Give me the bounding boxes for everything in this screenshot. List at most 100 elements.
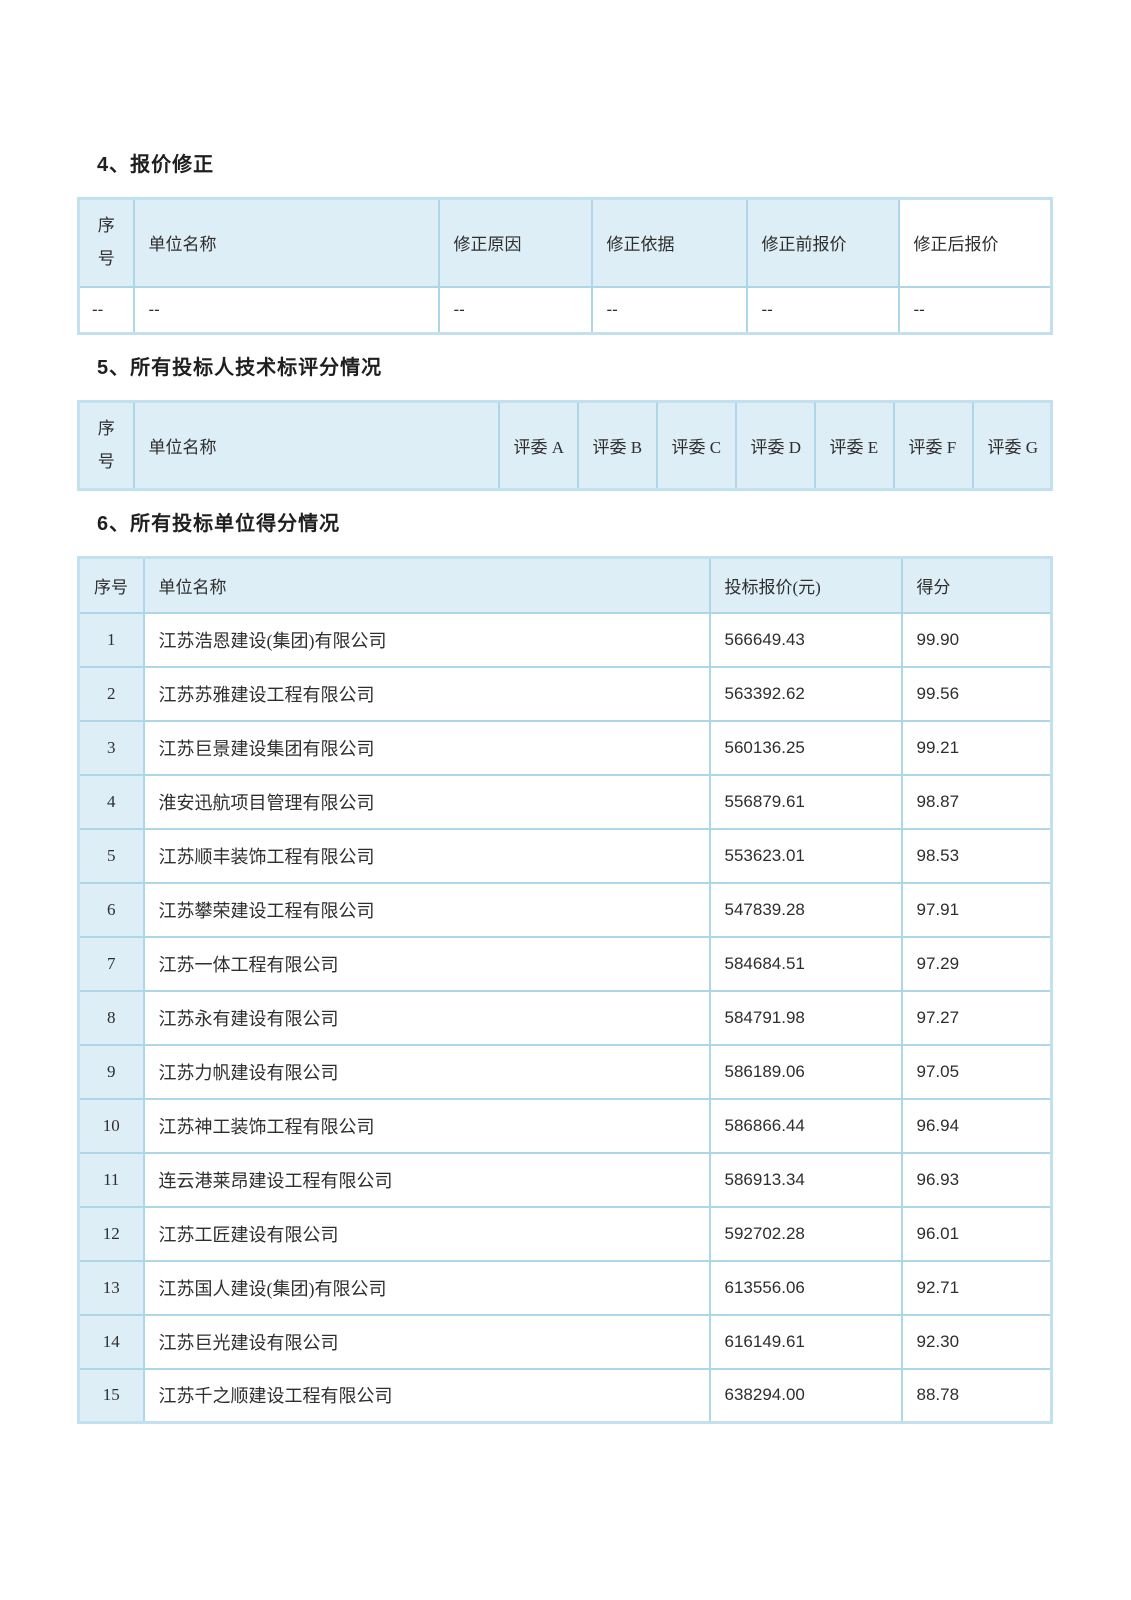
table-cell: 淮安迅航项目管理有限公司 (142, 773, 711, 830)
header-cell: 评委 B (576, 400, 658, 491)
header-cell: 得分 (900, 556, 1053, 614)
table-row: 13 江苏国人建设(集团)有限公司 613556.06 92.71 (77, 1259, 1053, 1316)
table-cell: 1 (77, 611, 145, 668)
section-title-price-correction: 4、报价修正 (97, 154, 215, 176)
table-row: 2 江苏苏雅建设工程有限公司 563392.62 99.56 (77, 665, 1053, 722)
table-cell: 江苏千之顺建设工程有限公司 (142, 1367, 711, 1424)
table-cell: -- (77, 285, 135, 335)
header-cell: 评委 A (497, 400, 579, 491)
table-cell: 江苏巨景建设集团有限公司 (142, 719, 711, 776)
header-cell: 修正原因 (437, 197, 593, 288)
table-cell: 江苏苏雅建设工程有限公司 (142, 665, 711, 722)
table-cell: -- (437, 285, 593, 335)
table-cell: 96.01 (900, 1205, 1053, 1262)
table-cell: 江苏工匠建设有限公司 (142, 1205, 711, 1262)
table-cell: 584791.98 (708, 989, 903, 1046)
table-row: 4 淮安迅航项目管理有限公司 556879.61 98.87 (77, 773, 1053, 830)
table-cell: 98.53 (900, 827, 1053, 884)
table-cell: 92.30 (900, 1313, 1053, 1370)
table-cell: -- (590, 285, 748, 335)
table-cell: 14 (77, 1313, 145, 1370)
table-row: 11 连云港莱昂建设工程有限公司 586913.34 96.93 (77, 1151, 1053, 1208)
table-cell: 586913.34 (708, 1151, 903, 1208)
table-cell: 4 (77, 773, 145, 830)
table-row: 12 江苏工匠建设有限公司 592702.28 96.01 (77, 1205, 1053, 1262)
table-row: 3 江苏巨景建设集团有限公司 560136.25 99.21 (77, 719, 1053, 776)
technical-score-table-container: 序号 单位名称 评委 A 评委 B 评委 C 评委 D 评委 E 评委 F 评委 G (77, 400, 1053, 491)
table-cell: 11 (77, 1151, 145, 1208)
header-cell: 修正依据 (590, 197, 748, 288)
table-cell: 江苏浩恩建设(集团)有限公司 (142, 611, 711, 668)
table-cell: 553623.01 (708, 827, 903, 884)
table-cell: 584684.51 (708, 935, 903, 992)
table-cell: 8 (77, 989, 145, 1046)
section-title-technical-scores: 5、所有投标人技术标评分情况 (97, 357, 383, 379)
header-cell: 单位名称 (142, 556, 711, 614)
table-cell: 99.90 (900, 611, 1053, 668)
table-cell: 99.56 (900, 665, 1053, 722)
price-correction-table-container: 序号 单位名称 修正原因 修正依据 修正前报价 修正后报价 -- -- -- -- -- -- (77, 197, 1053, 335)
header-row: 序号 单位名称 修正原因 修正依据 修正前报价 修正后报价 (77, 197, 1053, 288)
table-cell: 江苏攀荣建设工程有限公司 (142, 881, 711, 938)
table-cell: -- (897, 285, 1053, 335)
table-cell: 99.21 (900, 719, 1053, 776)
table-cell: 12 (77, 1205, 145, 1262)
bidder-score-table-container: 序号 单位名称 投标报价(元) 得分 1 江苏浩恩建设(集团)有限公司 566649.43 9… (77, 556, 1053, 1424)
table-cell: 96.93 (900, 1151, 1053, 1208)
table-row: 14 江苏巨光建设有限公司 616149.61 92.30 (77, 1313, 1053, 1370)
table-cell: 15 (77, 1367, 145, 1424)
table-cell: 3 (77, 719, 145, 776)
header-cell: 评委 E (813, 400, 895, 491)
table-cell: 638294.00 (708, 1367, 903, 1424)
table-cell: 566649.43 (708, 611, 903, 668)
table-cell: 7 (77, 935, 145, 992)
table-cell: 江苏力帆建设有限公司 (142, 1043, 711, 1100)
table-row: 7 江苏一体工程有限公司 584684.51 97.29 (77, 935, 1053, 992)
header-cell: 单位名称 (132, 197, 440, 288)
header-cell: 修正前报价 (745, 197, 900, 288)
header-cell: 序号 (77, 400, 135, 491)
table-cell: 10 (77, 1097, 145, 1154)
table-row: -- -- -- -- -- -- (77, 285, 1053, 335)
table-cell: 586866.44 (708, 1097, 903, 1154)
table-cell: 97.05 (900, 1043, 1053, 1100)
table-cell: 江苏一体工程有限公司 (142, 935, 711, 992)
header-cell: 评委 D (734, 400, 816, 491)
table-cell: 98.87 (900, 773, 1053, 830)
table-cell: 92.71 (900, 1259, 1053, 1316)
header-cell: 评委 F (892, 400, 974, 491)
table-cell: 560136.25 (708, 719, 903, 776)
header-cell: 投标报价(元) (708, 556, 903, 614)
table-row: 1 江苏浩恩建设(集团)有限公司 566649.43 99.90 (77, 611, 1053, 668)
table-cell: 97.91 (900, 881, 1053, 938)
table-cell: -- (132, 285, 440, 335)
table-row: 15 江苏千之顺建设工程有限公司 638294.00 88.78 (77, 1367, 1053, 1424)
header-cell: 序号 (77, 197, 135, 288)
table-cell: 616149.61 (708, 1313, 903, 1370)
table-cell: 97.29 (900, 935, 1053, 992)
header-cell: 序号 (77, 556, 145, 614)
price-correction-table: 序号 单位名称 修正原因 修正依据 修正前报价 修正后报价 -- -- -- -- -- -- (77, 197, 1053, 335)
technical-score-table: 序号 单位名称 评委 A 评委 B 评委 C 评委 D 评委 E 评委 F 评委 G (77, 400, 1053, 491)
table-row: 6 江苏攀荣建设工程有限公司 547839.28 97.91 (77, 881, 1053, 938)
table-cell: 613556.06 (708, 1259, 903, 1316)
table-cell: 2 (77, 665, 145, 722)
table-cell: 592702.28 (708, 1205, 903, 1262)
table-cell: 江苏国人建设(集团)有限公司 (142, 1259, 711, 1316)
table-cell: 547839.28 (708, 881, 903, 938)
table-cell: 连云港莱昂建设工程有限公司 (142, 1151, 711, 1208)
table-row: 10 江苏神工装饰工程有限公司 586866.44 96.94 (77, 1097, 1053, 1154)
table-cell: 江苏神工装饰工程有限公司 (142, 1097, 711, 1154)
table-row: 8 江苏永有建设有限公司 584791.98 97.27 (77, 989, 1053, 1046)
table-cell: 6 (77, 881, 145, 938)
table-cell: 5 (77, 827, 145, 884)
table-row: 9 江苏力帆建设有限公司 586189.06 97.05 (77, 1043, 1053, 1100)
table-row: 5 江苏顺丰装饰工程有限公司 553623.01 98.53 (77, 827, 1053, 884)
table-cell: 97.27 (900, 989, 1053, 1046)
table-cell: 96.94 (900, 1097, 1053, 1154)
table-cell: 563392.62 (708, 665, 903, 722)
table-cell: 江苏永有建设有限公司 (142, 989, 711, 1046)
table-cell: 556879.61 (708, 773, 903, 830)
header-cell: 评委 C (655, 400, 737, 491)
table-cell: 江苏顺丰装饰工程有限公司 (142, 827, 711, 884)
